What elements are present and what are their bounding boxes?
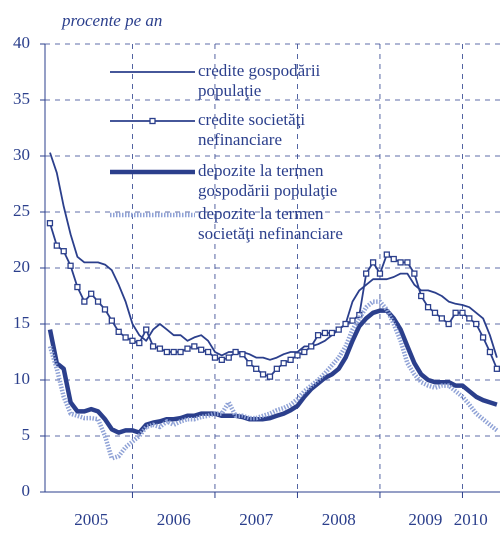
y-tick-label: 15 (13, 313, 30, 332)
series-marker (390, 255, 397, 263)
legend-label: depozite la termen societăţi nefinanciar… (198, 204, 343, 243)
series-line (47, 299, 499, 461)
series-marker (335, 326, 342, 333)
series-marker (198, 346, 205, 353)
series-marker (431, 309, 439, 316)
y-tick-label: 0 (22, 481, 31, 500)
x-tick-label: 2009 (408, 510, 442, 529)
series-marker (67, 262, 74, 269)
series-marker (404, 259, 411, 266)
series-marker (163, 348, 171, 356)
series-marker (115, 328, 122, 335)
series-marker (143, 326, 150, 333)
series-marker (211, 354, 219, 361)
x-tick-label: 2008 (322, 510, 356, 529)
series-marker (383, 251, 390, 258)
series-marker (88, 290, 95, 297)
series-marker (101, 306, 109, 313)
series-marker (191, 343, 198, 350)
series-marker (321, 329, 329, 337)
series-marker (156, 345, 164, 352)
series-marker (239, 351, 246, 358)
y-tick-label: 20 (13, 257, 30, 276)
series-marker (280, 360, 287, 367)
x-tick-label: 2006 (157, 510, 191, 529)
series-marker (53, 242, 60, 249)
series-marker (363, 270, 370, 277)
series-marker (445, 320, 452, 328)
series-marker (294, 352, 301, 359)
series-marker (177, 348, 184, 356)
x-tick-label: 2005 (74, 510, 108, 529)
y-tick-label: 10 (13, 369, 30, 388)
series-marker (466, 315, 473, 322)
legend-label: depozite la termen gospodării populaţie (198, 161, 338, 200)
series-marker (493, 365, 500, 372)
series-marker (204, 348, 212, 356)
series-marker (342, 320, 349, 328)
series-marker (218, 356, 225, 363)
series-marker (94, 298, 102, 305)
series-marker (108, 317, 115, 324)
series-marker (328, 329, 336, 337)
y-tick-label: 30 (13, 145, 30, 164)
series-marker (397, 259, 404, 266)
series-marker (273, 365, 280, 372)
legend-marker (149, 117, 156, 125)
x-tick-label: 2007 (239, 510, 274, 529)
x-tick-label: 2010 (454, 510, 488, 529)
series-marker (459, 309, 466, 316)
series-line (47, 308, 498, 435)
series-marker (81, 298, 88, 305)
series-line (49, 222, 498, 378)
series-marker (411, 270, 418, 277)
series-marker (473, 320, 480, 328)
legend-label: credite societăţi nefinanciare (198, 110, 306, 149)
series-marker (136, 339, 143, 347)
series-marker (129, 337, 136, 344)
y-tick-label: 5 (22, 425, 31, 444)
series-marker (438, 315, 445, 322)
y-tick-label: 40 (13, 33, 30, 52)
subtitle: procente pe an (61, 11, 162, 30)
series-marker (60, 248, 67, 255)
legend-label: credite gospodării populaţie (198, 61, 321, 100)
series-marker (232, 348, 239, 356)
series-marker (452, 309, 459, 316)
series-marker (486, 348, 494, 356)
series-marker (301, 348, 308, 356)
y-tick-label: 25 (13, 201, 30, 220)
series-marker (424, 304, 432, 311)
series-marker (287, 356, 294, 363)
series-marker (479, 334, 487, 341)
series-marker (266, 373, 274, 380)
series-marker (149, 343, 157, 350)
y-tick-label: 35 (13, 89, 30, 108)
series-marker (225, 354, 232, 361)
series-marker (259, 371, 267, 378)
series-marker (369, 259, 377, 266)
series-marker (418, 292, 425, 300)
series-marker (246, 360, 253, 367)
series-line (49, 152, 498, 361)
series-marker (308, 343, 315, 350)
series-marker (74, 283, 81, 291)
series-marker (376, 270, 384, 277)
series-marker (122, 334, 129, 341)
series-marker (349, 317, 356, 324)
series-marker (184, 345, 191, 352)
series-marker (170, 348, 177, 356)
series-marker (314, 332, 322, 339)
series-marker (46, 220, 54, 227)
series-marker (253, 365, 260, 372)
